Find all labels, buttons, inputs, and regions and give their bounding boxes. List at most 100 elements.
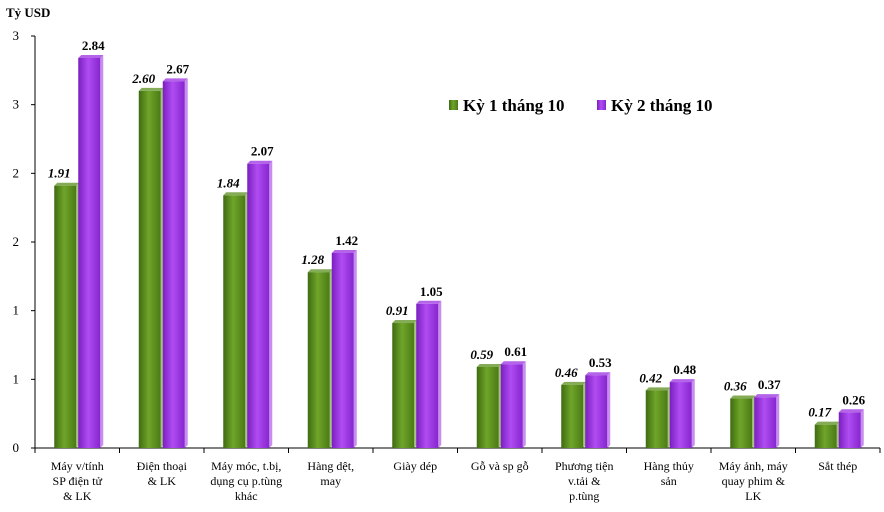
bar-front-face [331,252,354,448]
bar-top-face [838,409,864,413]
category-label-line: SP điện tử [53,474,103,488]
bar-side-face [100,54,104,449]
bar-front-face [754,397,777,448]
data-label: 0.91 [386,303,409,318]
data-label: 1.28 [301,252,324,267]
category-label-line: dụng cụ p.tùng [210,474,282,488]
data-label: 1.91 [48,166,71,181]
bar-top-face [500,361,526,365]
data-label: 0.46 [555,365,578,380]
category-label-line: Máy ảnh, máy [719,459,788,473]
bar-ky1-6 [561,381,587,448]
bar-front-face [78,57,101,449]
category-label-line: v.tải & [568,474,601,488]
category-label-line: & LK [63,489,92,503]
bar-front-face [838,412,861,448]
data-label: 0.48 [673,362,696,377]
data-label: 2.60 [131,71,155,86]
bar-ky2-2 [247,160,273,448]
bar-top-face [54,182,80,186]
bar-ky1-5 [476,363,502,448]
bar-top-face [247,160,273,164]
category-label-line: Sắt thép [818,459,857,473]
bar-side-face [860,409,864,448]
data-label: 0.36 [724,379,747,394]
data-label: 2.07 [251,144,274,159]
category-label-line: Giày dép [393,459,437,473]
category-label: Máy v/tính SP điện tử & LK [51,459,104,503]
bar-ky1-9 [814,421,840,448]
bar-ky1-2 [223,192,249,448]
bar-side-face [438,300,442,448]
bar-front-face [476,366,499,448]
bar-front-face [247,163,270,448]
data-label: 0.61 [504,344,527,359]
bar-top-face [223,192,249,196]
data-label: 1.05 [420,284,443,299]
category-label-line: Gỗ và sp gỗ [471,459,529,473]
y-axis-unit-label: Tỷ USD [6,5,50,20]
bar-front-face [416,303,439,448]
bar-ky2-0 [78,54,104,449]
data-label: 0.26 [842,392,865,407]
bar-ky1-4 [392,320,418,448]
category-label: Phương tiện v.tải & p.tùng [555,459,614,503]
category-label: Máy móc, t.bị, dụng cụ p.tùng khác [210,459,282,503]
bar-side-face [691,379,695,448]
data-label: 0.59 [470,347,493,362]
category-label: Giày dép [393,459,437,473]
y-tick-label: 2 [13,234,20,249]
bar-ky1-0 [54,182,80,448]
bar-top-face [138,87,164,91]
bar-front-face [814,424,837,448]
y-tick-label: 0 [13,440,20,455]
bar-ky2-7 [669,379,695,448]
data-label: 1.42 [335,233,358,248]
category-label-line: may [320,474,341,488]
bar-front-face [500,364,523,448]
bar-top-face [307,269,333,273]
legend-label-ky1: Kỳ 1 tháng 10 [463,96,565,115]
category-label: Điện thoại & LK [137,459,188,488]
data-label: 0.17 [808,405,831,420]
category-label-line: Máy v/tính [51,459,104,473]
bar-top-face [561,381,587,385]
bar-top-face [392,320,418,324]
bar-ky2-9 [838,409,864,448]
category-label-line: Hàng dệt, [307,459,354,473]
bar-side-face [269,160,273,448]
bar-side-face [776,394,780,448]
data-label: 0.53 [589,355,612,370]
bar-ky2-4 [416,300,442,448]
bar-front-face [392,323,415,448]
bar-side-face [353,249,357,448]
category-label: Hàng dệt, may [307,459,354,488]
category-label-line: khác [235,489,258,503]
bar-ky1-8 [730,395,756,448]
data-label: 0.37 [758,377,781,392]
data-label: 0.42 [639,370,662,385]
category-label-line: Phương tiện [555,459,614,473]
bar-side-face [184,78,188,448]
bar-ky2-3 [331,249,357,448]
bar-ky1-7 [645,387,671,448]
bar-top-face [645,387,671,391]
bar-top-face [416,300,442,304]
category-label-line: p.tùng [569,489,599,503]
bar-front-face [669,382,692,448]
bar-front-face [162,81,185,448]
bar-front-face [223,195,246,448]
bar-side-face [522,361,526,448]
bar-top-face [585,372,611,376]
y-tick-label: 1 [13,303,20,318]
legend-swatch-ky2 [597,100,606,110]
y-tick-label: 3 [13,97,20,112]
data-label: 1.84 [217,175,240,190]
data-label: 2.67 [166,61,189,76]
bar-front-face [138,90,161,448]
bar-ky2-5 [500,361,526,448]
bar-ky2-8 [754,394,780,448]
bar-ky1-3 [307,269,333,448]
bar-top-face [331,249,357,253]
bar-front-face [561,384,584,448]
